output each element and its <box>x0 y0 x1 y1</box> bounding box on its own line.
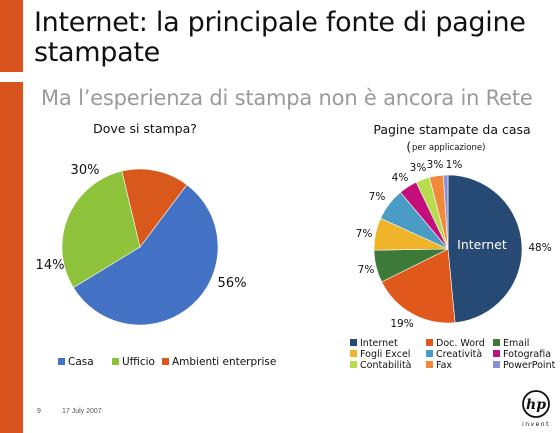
chart2-label-fogli-excel: 7% <box>356 228 373 240</box>
chart2-title: Pagine stampate da casa <box>373 122 530 137</box>
chart1-label-ambienti-enterprise: 14% <box>36 258 65 273</box>
chart2-legend-label-creativita: Creatività <box>436 349 482 360</box>
hp-logo: hp invent <box>522 390 550 428</box>
chart2-label-fotografia: 4% <box>392 172 409 184</box>
chart1-legend-label-ambienti-enterprise: Ambienti enterprise <box>172 356 276 368</box>
chart2-slice-doc-word <box>381 248 456 324</box>
page-number: 9 <box>37 408 41 415</box>
chart2-legend-label-email: Email <box>503 338 529 349</box>
chart2-subtitle: per applicazione) <box>412 143 485 153</box>
chart2-label-doc-word: 19% <box>390 318 413 330</box>
chart2-legend-swatch-email <box>493 339 500 346</box>
chart2-legend-label-fotografia: Fotografia <box>503 349 551 360</box>
chart1-legend-label-ufficio: Ufficio <box>122 356 155 368</box>
chart2-slice-powerpoint <box>442 174 449 250</box>
slide-title: Internet: la principale fonte di pagine … <box>34 7 526 68</box>
chart2-label-contabilita: 3% <box>410 162 427 174</box>
chart2-legend-label-fogli-excel: Fogli Excel <box>360 349 410 360</box>
chart1-slice-casa <box>73 184 219 326</box>
svg-text:invent: invent <box>522 421 550 428</box>
chart1-slice-ufficio <box>61 170 141 289</box>
chart2-legend-swatch-fax <box>426 361 433 368</box>
svg-text:hp: hp <box>526 397 546 413</box>
chart2-slice-internet <box>447 174 523 323</box>
chart2-legend-swatch-powerpoint <box>493 361 500 368</box>
chart1-label-casa: 56% <box>218 276 247 291</box>
chart2-label-email: 7% <box>358 264 375 276</box>
chart2-legend-label-powerpoint: PowerPoint <box>503 360 556 371</box>
chart2-legend-label-fax: Fax <box>436 360 452 371</box>
slide-date: 17 July 2007 <box>62 408 102 415</box>
chart2-legend-swatch-fotografia <box>493 350 500 357</box>
accent-bar-gap <box>0 72 23 82</box>
chart2-subtitle-paren: ( <box>406 140 411 154</box>
chart1-legend-swatch-ambienti-enterprise <box>162 358 169 365</box>
chart1-legend-label-casa: Casa <box>68 356 94 368</box>
chart1-title: Dove si stampa? <box>93 121 197 136</box>
chart1-slice-ambienti-enterprise <box>121 168 188 248</box>
chart2-legend-label-internet: Internet <box>360 338 398 349</box>
slide-subtitle: Ma l’esperienza di stampa non è ancora i… <box>41 86 533 110</box>
chart2-label-internet: 48% <box>528 242 551 254</box>
chart1-legend-swatch-ufficio <box>112 358 119 365</box>
chart2-legend-label-doc-word: Doc. Word <box>436 338 485 349</box>
chart2-label-powerpoint: 1% <box>446 159 463 171</box>
chart2-inner-label: Internet <box>457 237 507 252</box>
chart2-label-creativita: 7% <box>369 191 386 203</box>
chart2-label-fax: 3% <box>427 159 444 171</box>
chart2-legend-swatch-internet <box>350 339 357 346</box>
chart2-legend-swatch-creativita <box>426 350 433 357</box>
chart2-legend-swatch-doc-word <box>426 339 433 346</box>
chart1-label-ufficio: 30% <box>71 163 100 178</box>
accent-bar <box>0 0 23 433</box>
chart2-legend-label-contabilita: Contabilità <box>360 360 412 371</box>
chart2-legend-swatch-contabilita <box>350 361 357 368</box>
chart1-legend-swatch-casa <box>58 358 65 365</box>
chart2-legend-swatch-fogli-excel <box>350 350 357 357</box>
